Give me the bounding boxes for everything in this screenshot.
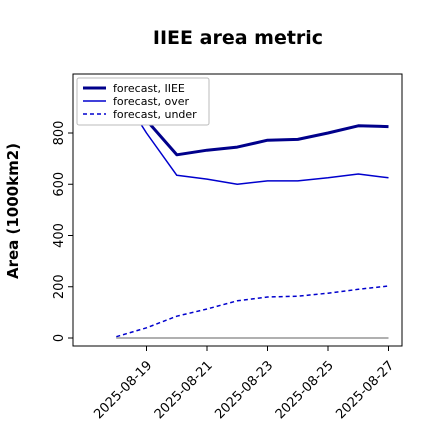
legend-label: forecast, under: [113, 108, 197, 121]
series-lines: [115, 83, 389, 338]
legend-label: forecast, IIEE: [113, 82, 185, 95]
y-tick-label: 0: [52, 334, 67, 342]
legend-label: forecast, over: [113, 95, 189, 108]
y-axis: 0 200 400 600 800: [52, 121, 73, 342]
x-tick-label: 2025-08-21: [152, 358, 216, 422]
x-tick-label: 2025-08-25: [273, 358, 337, 422]
series-line-1: [115, 85, 389, 186]
y-tick-label: 400: [52, 223, 67, 248]
x-tick-label: 2025-08-23: [212, 358, 276, 422]
legend-box: [76, 77, 210, 126]
y-tick-label: 600: [52, 172, 67, 197]
series-line-2: [116, 285, 389, 338]
y-tick-label: 800: [52, 121, 67, 146]
x-axis: 2025-08-192025-08-212025-08-232025-08-25…: [91, 346, 397, 422]
x-tick-label: 2025-08-27: [333, 358, 397, 422]
x-tick-label: 2025-08-19: [91, 358, 155, 422]
y-axis-label: Area (1000km2): [4, 143, 22, 279]
plot-frame: [72, 73, 403, 347]
y-tick-label: 200: [52, 274, 67, 299]
chart-title: IIEE area metric: [153, 27, 323, 49]
series-line-0: [115, 83, 389, 157]
